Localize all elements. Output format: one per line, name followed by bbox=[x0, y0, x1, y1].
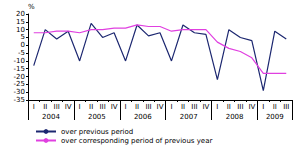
svg-text:II: II bbox=[227, 103, 231, 111]
svg-text:%: % bbox=[28, 3, 35, 11]
svg-text:II: II bbox=[43, 103, 47, 111]
svg-text:II: II bbox=[89, 103, 93, 111]
svg-text:I: I bbox=[33, 103, 35, 111]
svg-text:II: II bbox=[181, 103, 185, 111]
svg-text:-35: -35 bbox=[14, 96, 25, 104]
svg-text:I: I bbox=[125, 103, 127, 111]
svg-text:-25: -25 bbox=[14, 80, 25, 88]
svg-text:III: III bbox=[145, 103, 151, 111]
svg-text:II: II bbox=[135, 103, 139, 111]
svg-text:I: I bbox=[170, 103, 172, 111]
svg-text:-10: -10 bbox=[14, 57, 25, 65]
svg-text:20: 20 bbox=[16, 10, 25, 18]
svg-text:I: I bbox=[262, 103, 264, 111]
svg-text:III: III bbox=[237, 103, 243, 111]
svg-text:III: III bbox=[54, 103, 60, 111]
svg-text:IV: IV bbox=[157, 103, 164, 111]
svg-text:0: 0 bbox=[21, 41, 25, 49]
svg-text:IV: IV bbox=[202, 103, 209, 111]
svg-text:over previous period: over previous period bbox=[61, 128, 133, 136]
svg-text:I: I bbox=[216, 103, 218, 111]
svg-text:-5: -5 bbox=[18, 49, 25, 57]
svg-text:-30: -30 bbox=[14, 88, 25, 96]
svg-text:-15: -15 bbox=[14, 65, 25, 73]
svg-text:2008: 2008 bbox=[226, 113, 244, 121]
svg-text:IV: IV bbox=[248, 103, 255, 111]
svg-text:15: 15 bbox=[16, 18, 25, 26]
svg-text:10: 10 bbox=[16, 26, 25, 34]
svg-text:III: III bbox=[100, 103, 106, 111]
svg-text:2009: 2009 bbox=[266, 113, 284, 121]
svg-text:III: III bbox=[191, 103, 197, 111]
svg-text:2004: 2004 bbox=[42, 113, 60, 121]
svg-text:2007: 2007 bbox=[180, 113, 198, 121]
svg-text:2005: 2005 bbox=[88, 113, 106, 121]
svg-text:I: I bbox=[79, 103, 81, 111]
svg-text:-20: -20 bbox=[14, 73, 25, 81]
svg-text:III: III bbox=[283, 103, 289, 111]
svg-text:IV: IV bbox=[111, 103, 118, 111]
svg-text:II: II bbox=[273, 103, 277, 111]
svg-text:over corresponding period of p: over corresponding period of previous ye… bbox=[61, 137, 212, 145]
svg-text:5: 5 bbox=[21, 33, 25, 41]
svg-text:2006: 2006 bbox=[134, 113, 152, 121]
svg-text:IV: IV bbox=[65, 103, 72, 111]
